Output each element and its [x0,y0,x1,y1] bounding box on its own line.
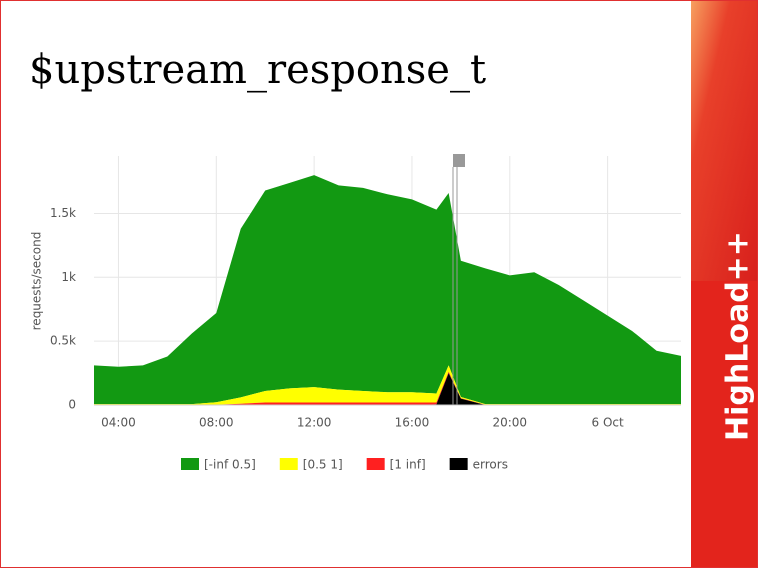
y-axis-label: requests/second [30,232,44,331]
x-tick-label: 16:00 [395,416,430,430]
y-tick-label: 0 [68,398,76,412]
x-tick-label: 6 Oct [592,416,624,430]
legend-label: errors [473,458,508,472]
y-tick-label: 1.5k [50,206,76,220]
legend-label: [0.5 1] [303,458,343,472]
chart-title: $upstream_response_t [29,47,486,93]
legend-swatch [181,458,199,470]
x-tick-label: 12:00 [297,416,332,430]
legend-label: [-inf 0.5] [204,458,256,472]
y-tick-label: 1k [61,270,76,284]
area [94,365,681,405]
legend-swatch [449,458,468,470]
legend-label: [1 inf] [390,458,426,472]
y-tick-label: 0.5k [50,334,76,348]
x-tick-label: 20:00 [492,416,527,430]
marker [453,154,465,167]
banner [691,281,757,567]
x-tick-label: 08:00 [199,416,234,430]
brand: HighLoad++ [721,231,756,441]
plot: 0 0.5k 1k 1.5k 04:00 08:00 12:00 16:00 20:00 6 Oc… [50,156,681,430]
banner-pattern [691,1,757,281]
legend-swatch [279,458,298,470]
legend-swatch [366,458,385,470]
area [94,175,681,405]
x-tick-label: 04:00 [101,416,136,430]
